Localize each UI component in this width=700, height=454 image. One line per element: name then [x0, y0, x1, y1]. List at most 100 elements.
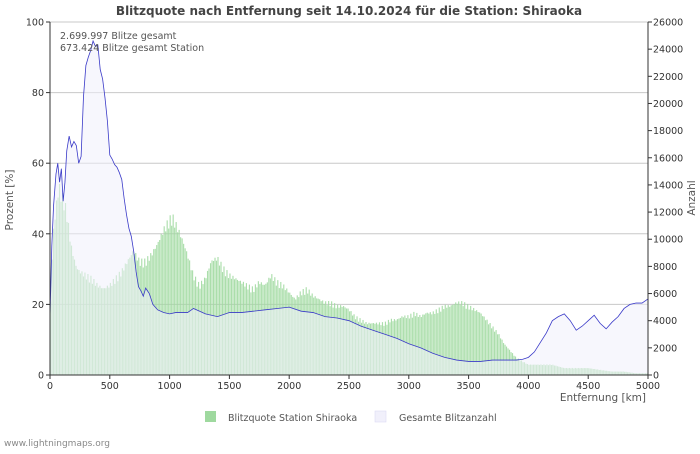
x-tick-label: 4000	[516, 381, 540, 392]
station-bar	[459, 304, 461, 375]
station-bar	[453, 304, 455, 375]
station-bar	[456, 303, 458, 375]
station-bar	[444, 304, 446, 375]
x-tick-label: 3000	[397, 381, 421, 392]
station-bar	[217, 256, 219, 375]
station-bar	[174, 227, 176, 375]
station-bar	[499, 338, 502, 375]
station-bar	[159, 240, 161, 375]
station-bar	[479, 312, 481, 375]
station-bar	[162, 234, 164, 375]
x-tick-label: 2000	[277, 381, 301, 392]
x-tick-label: 4500	[576, 381, 600, 392]
station-bar	[183, 243, 185, 375]
station-bar	[471, 310, 473, 375]
station-bar	[441, 305, 443, 375]
station-bar	[431, 314, 433, 375]
station-bar	[473, 307, 475, 375]
station-bar	[497, 334, 499, 375]
y-right-tick-label: 8000	[653, 262, 677, 273]
station-bar	[434, 313, 436, 375]
x-tick-label: 1000	[158, 381, 182, 392]
station-bar	[171, 225, 173, 375]
y-left-tick-label: 0	[38, 371, 44, 382]
y-left-tick-label: 20	[32, 300, 44, 311]
y-right-tick-label: 6000	[653, 289, 677, 300]
station-bar	[426, 312, 428, 375]
station-bar	[467, 303, 469, 375]
station-bar	[168, 228, 170, 375]
x-tick-label: 500	[101, 381, 119, 392]
station-bar	[419, 314, 421, 375]
legend-label-total: Gesamte Blitzanzahl	[399, 413, 497, 424]
station-bar	[447, 305, 449, 375]
station-bar	[450, 305, 452, 375]
station-bar	[178, 229, 180, 375]
station-bar	[491, 328, 493, 375]
x-tick-label: 5000	[636, 381, 660, 392]
y-right-tick-label: 26000	[653, 18, 683, 29]
station-bar	[417, 316, 419, 375]
y-right-tick-label: 24000	[653, 45, 683, 56]
station-bar	[485, 320, 487, 375]
y-right-tick-label: 4000	[653, 316, 677, 327]
station-bar	[486, 319, 488, 375]
legend-label-station: Blitzquote Station Shiraoka	[228, 413, 357, 424]
station-bar	[476, 310, 478, 375]
y-right-tick-label: 2000	[653, 343, 677, 354]
station-bar	[477, 312, 479, 375]
station-bar	[498, 334, 500, 375]
station-bar	[435, 309, 437, 375]
x-tick-label: 2500	[337, 381, 361, 392]
y-right-tick-label: 18000	[653, 126, 683, 137]
chart-title: Blitzquote nach Entfernung seit 14.10.20…	[116, 4, 582, 18]
y-right-tick-label: 22000	[653, 72, 683, 83]
x-axis-label: Entfernung [km]	[560, 392, 646, 404]
y-right-axis-label: Anzahl	[686, 180, 698, 215]
station-bar	[425, 313, 427, 375]
stat-station-strikes: 673.424 Blitze gesamt Station	[60, 43, 204, 54]
station-bar	[488, 324, 490, 375]
y-left-tick-label: 40	[32, 229, 44, 240]
station-bar	[465, 308, 467, 375]
station-bar	[414, 316, 416, 375]
station-bar	[480, 313, 482, 375]
station-bar	[413, 311, 415, 375]
station-bar	[470, 305, 472, 375]
station-bar	[489, 323, 491, 375]
station-bar	[181, 238, 183, 375]
station-bar	[501, 339, 503, 375]
station-bar	[160, 233, 162, 375]
station-bar	[468, 309, 470, 375]
station-bar	[429, 312, 431, 375]
station-bar	[449, 306, 451, 375]
station-bar	[494, 331, 496, 375]
station-bar	[175, 222, 177, 375]
station-bar	[172, 214, 174, 375]
station-bar	[461, 301, 463, 375]
station-bar	[502, 343, 505, 375]
station-bar	[438, 307, 440, 375]
station-bar	[495, 330, 497, 375]
station-bar	[420, 317, 422, 375]
station-bar	[184, 248, 186, 375]
total-area-fill	[50, 41, 648, 375]
station-bar	[483, 316, 485, 375]
station-bar	[422, 314, 424, 375]
total-line	[49, 39, 649, 362]
legend: Blitzquote Station Shiraoka Gesamte Blit…	[205, 410, 497, 424]
station-bar	[163, 226, 165, 375]
y-right-tick-label: 14000	[653, 180, 683, 191]
legend-swatch-total	[374, 410, 387, 423]
station-bar	[452, 304, 454, 375]
station-bar	[455, 302, 457, 375]
footer-credit: www.lightningmaps.org	[4, 439, 110, 449]
station-bar	[169, 215, 171, 375]
y-right-tick-label: 20000	[653, 99, 683, 110]
y-right-tick-label: 10000	[653, 235, 683, 246]
station-bar	[443, 309, 445, 375]
station-bar	[157, 241, 159, 375]
station-bar	[432, 311, 434, 375]
